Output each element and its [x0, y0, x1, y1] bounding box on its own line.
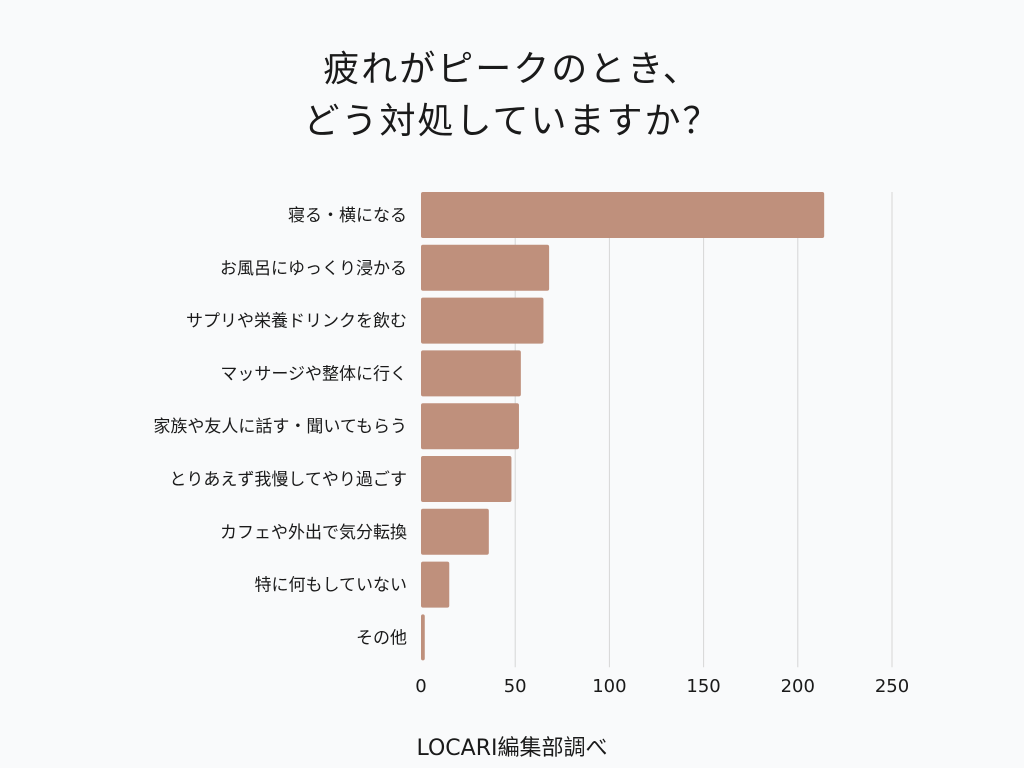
- category-label: とりあえず我慢してやり過ごす: [169, 469, 407, 490]
- x-tick-label: 100: [592, 676, 626, 697]
- category-label: 寝る・横になる: [288, 205, 407, 226]
- x-tick-label: 0: [415, 676, 426, 697]
- bar: [421, 192, 825, 238]
- category-label: マッサージや整体に行く: [220, 364, 407, 384]
- category-label: お風呂にゆっくり浸かる: [220, 259, 407, 279]
- category-label: 家族や友人に話す・聞いてもらう: [153, 417, 407, 437]
- x-tick-label: 150: [686, 676, 720, 697]
- bar: [421, 244, 550, 291]
- chart-title: 疲れがピークのとき、 どう対処していますか？: [0, 44, 1024, 148]
- x-tick-label: 50: [504, 676, 527, 697]
- bar: [421, 561, 450, 608]
- x-tick-label: 250: [875, 676, 909, 697]
- category-label: 特に何もしていない: [255, 576, 408, 596]
- bar: [421, 297, 544, 344]
- source-credit: LOCARI編集部調べ: [416, 736, 608, 761]
- bar: [421, 456, 512, 502]
- bar: [421, 614, 425, 661]
- bar: [421, 403, 519, 450]
- category-label: その他: [356, 628, 407, 648]
- bar: [421, 350, 521, 397]
- bar: [421, 508, 489, 555]
- chart-title-line-1: 疲れがピークのとき、: [323, 49, 701, 90]
- x-tick-label: 200: [781, 676, 815, 697]
- category-label: サプリや栄養ドリンクを飲む: [186, 312, 407, 332]
- category-label: カフェや外出で気分転換: [220, 523, 407, 543]
- chart-title-line-2: どう対処していますか？: [303, 101, 721, 142]
